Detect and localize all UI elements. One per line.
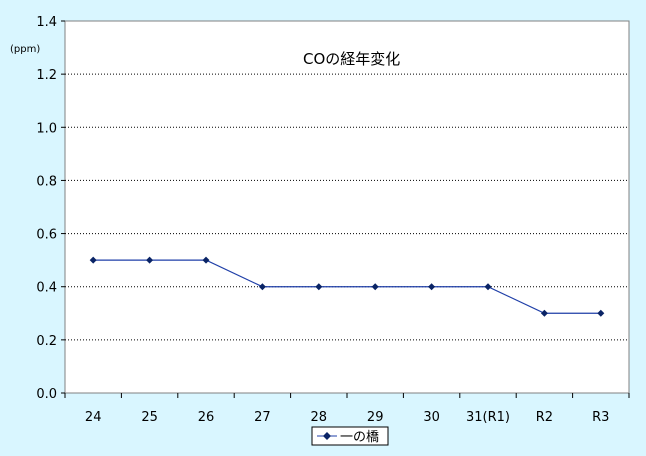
y-tick-label: 1.0	[36, 121, 57, 136]
data-point	[89, 256, 97, 264]
y-tick-label: 0.0	[36, 387, 57, 402]
x-axis-ticks: 24 25 26 27 28 29 30 31(R1) R2 R3	[64, 393, 630, 425]
unit-label: (ppm)	[10, 44, 40, 55]
y-tick-label: 0.2	[36, 334, 57, 349]
y-axis-ticks: 0.0 0.2 0.4 0.6 0.8 1.0 1.2 1.4	[36, 15, 65, 402]
y-tick-label: 1.2	[36, 68, 57, 83]
legend-marker	[323, 432, 331, 440]
data-point	[428, 283, 436, 291]
x-tick-label: R3	[592, 410, 609, 425]
series-group	[89, 256, 605, 317]
data-point	[146, 256, 154, 264]
x-tick-label: 24	[85, 410, 102, 425]
legend-label: 一の橋	[340, 430, 379, 445]
x-tick-label: 26	[198, 410, 215, 425]
y-tick-label: 0.6	[36, 228, 57, 243]
x-tick-label: 27	[254, 410, 271, 425]
legend: 一の橋	[311, 426, 389, 446]
y-tick-label: 0.8	[36, 174, 57, 189]
chart-title: COの経年変化	[303, 50, 400, 68]
data-point	[315, 283, 323, 291]
legend-box	[311, 426, 389, 446]
x-tick-label: 29	[367, 410, 384, 425]
x-tick-label: R2	[536, 410, 553, 425]
data-point	[258, 283, 266, 291]
plot-area	[64, 20, 630, 394]
data-point	[484, 283, 492, 291]
x-tick-label: 31(R1)	[466, 410, 510, 425]
data-point	[597, 309, 605, 317]
x-tick-label: 30	[423, 410, 440, 425]
data-point	[540, 309, 548, 317]
series-line	[93, 259, 601, 314]
y-tick-label: 1.4	[36, 15, 57, 30]
y-tick-label: 0.4	[36, 281, 57, 296]
data-point	[202, 256, 210, 264]
data-point	[371, 283, 379, 291]
x-tick-label: 28	[311, 410, 328, 425]
x-tick-label: 25	[141, 410, 158, 425]
